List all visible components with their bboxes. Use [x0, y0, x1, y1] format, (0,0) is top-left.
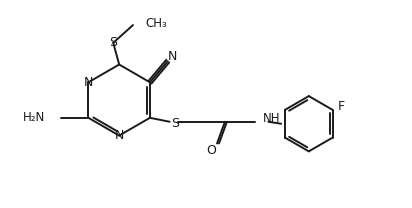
Text: F: F	[338, 100, 345, 113]
Text: N: N	[115, 129, 124, 142]
Text: S: S	[109, 36, 117, 49]
Text: N: N	[168, 50, 177, 63]
Text: H₂N: H₂N	[23, 111, 45, 124]
Text: NH: NH	[262, 112, 280, 125]
Text: O: O	[206, 144, 216, 157]
Text: S: S	[171, 117, 180, 130]
Text: CH₃: CH₃	[146, 17, 168, 30]
Text: N: N	[84, 76, 93, 89]
